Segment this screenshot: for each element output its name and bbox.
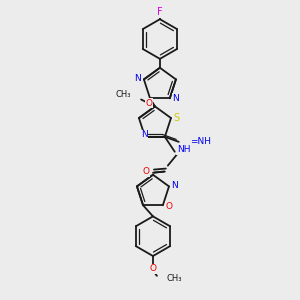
Text: S: S xyxy=(174,113,180,123)
Text: O: O xyxy=(142,167,149,176)
Text: N: N xyxy=(172,94,179,103)
Text: CH₃: CH₃ xyxy=(116,90,131,99)
Text: N: N xyxy=(135,74,141,83)
Text: =NH: =NH xyxy=(190,137,211,146)
Text: CH₃: CH₃ xyxy=(167,274,182,283)
Text: NH: NH xyxy=(177,145,190,154)
Text: F: F xyxy=(157,7,163,17)
Text: N: N xyxy=(141,130,147,140)
Text: O: O xyxy=(146,99,152,108)
Text: N: N xyxy=(172,181,178,190)
Text: O: O xyxy=(149,264,157,273)
Text: O: O xyxy=(165,202,172,211)
